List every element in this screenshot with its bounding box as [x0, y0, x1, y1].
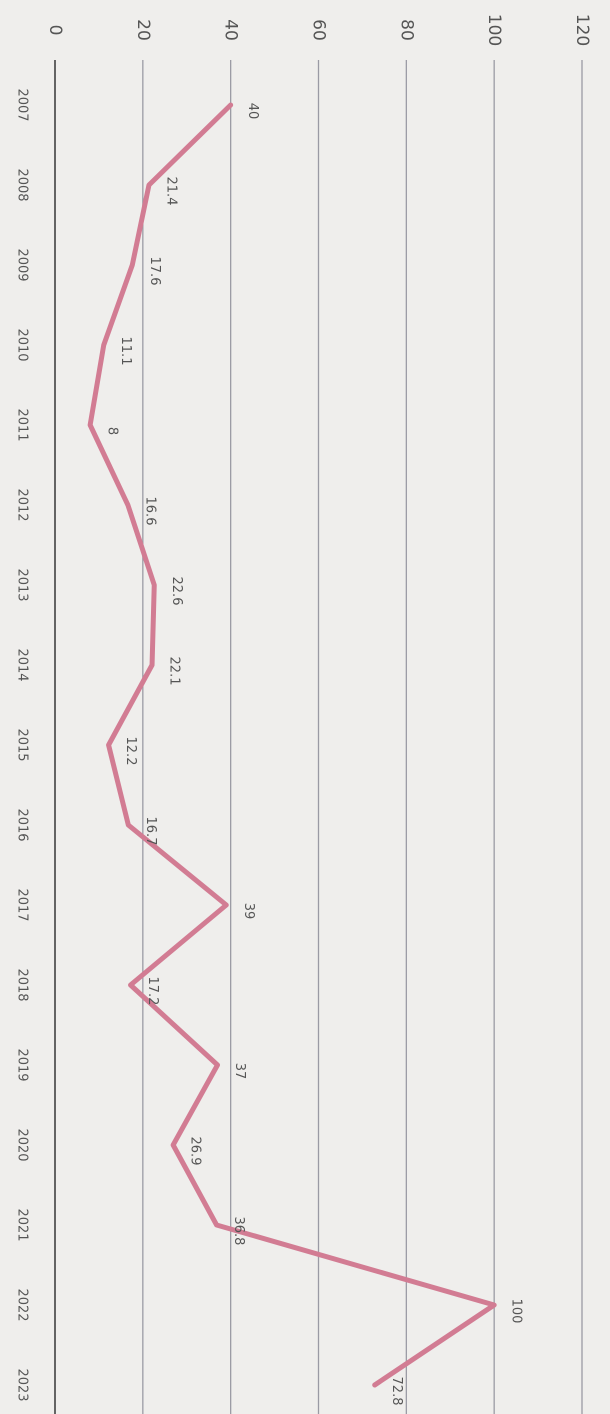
data-label: 22.6 [169, 577, 184, 606]
data-label: 72.8 [389, 1377, 404, 1406]
data-label: 17.6 [147, 257, 162, 286]
x-tick-label: 2022 [15, 1288, 30, 1321]
x-tick-label: 2020 [15, 1128, 30, 1161]
data-label: 8 [105, 427, 120, 435]
data-label: 40 [245, 103, 260, 120]
x-tick-label: 2010 [15, 328, 30, 361]
data-label: 11.1 [118, 337, 133, 366]
data-label: 12.2 [123, 737, 138, 766]
x-tick-label: 2013 [15, 568, 30, 601]
data-label: 39 [241, 903, 256, 920]
data-label: 16.6 [142, 497, 157, 526]
y-tick-label: 40 [221, 19, 241, 41]
x-tick-label: 2014 [15, 648, 30, 681]
x-tick-label: 2009 [15, 248, 30, 281]
x-tick-label: 2019 [15, 1048, 30, 1081]
data-label: 37 [232, 1063, 247, 1080]
x-tick-label: 2012 [15, 488, 30, 521]
data-label: 100 [509, 1299, 524, 1324]
data-label: 17.2 [145, 977, 160, 1006]
y-tick-label: 0 [45, 25, 65, 36]
data-label: 16.7 [143, 817, 158, 846]
data-label: 21.4 [163, 177, 178, 206]
data-label: 26.9 [188, 1137, 203, 1166]
x-tick-label: 2023 [15, 1368, 30, 1401]
data-label: 36.8 [231, 1217, 246, 1246]
y-tick-label: 100 [484, 14, 504, 46]
x-tick-label: 2011 [15, 408, 30, 441]
x-tick-label: 2008 [15, 168, 30, 201]
y-tick-label: 20 [133, 19, 153, 41]
x-tick-label: 2015 [15, 728, 30, 761]
data-label: 22.1 [167, 657, 182, 686]
x-tick-label: 2021 [15, 1208, 30, 1241]
y-tick-label: 120 [572, 14, 592, 46]
y-tick-label: 60 [309, 19, 329, 41]
y-tick-label: 80 [396, 19, 416, 41]
x-tick-label: 2018 [15, 968, 30, 1001]
x-tick-label: 2016 [15, 808, 30, 841]
x-tick-label: 2007 [15, 88, 30, 121]
data-line [87, 102, 497, 1388]
x-tick-label: 2017 [15, 888, 30, 921]
